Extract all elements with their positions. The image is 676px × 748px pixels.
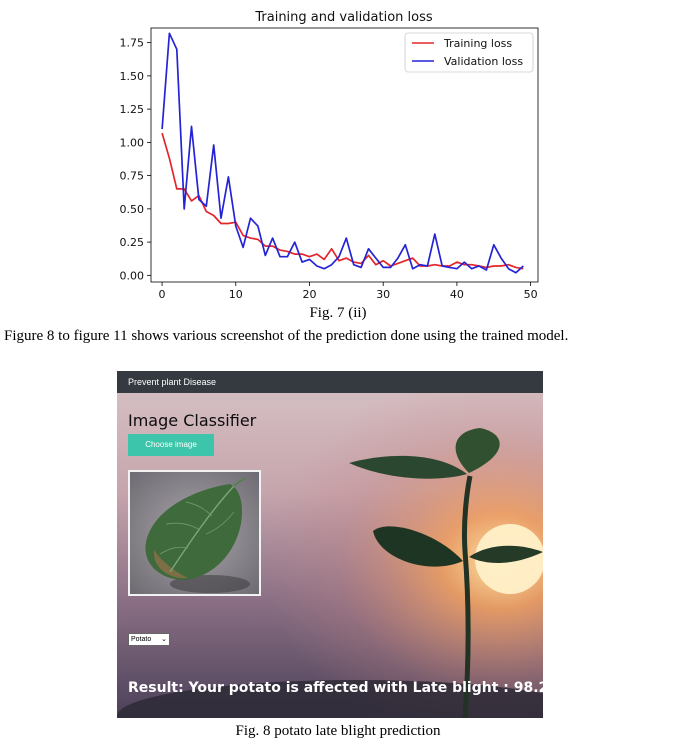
- pot-rim: [117, 680, 543, 718]
- y-tick-label: 0.25: [120, 236, 145, 249]
- x-tick-label: 10: [229, 288, 243, 301]
- potato-leaf-photo: [130, 472, 259, 594]
- x-tick-label: 30: [376, 288, 390, 301]
- legend-label-training: Training loss: [443, 37, 512, 50]
- y-tick-label: 1.00: [120, 136, 145, 149]
- prediction-result: Result: Your potato is affected with Lat…: [128, 680, 543, 696]
- loss-chart: Training and validation loss 0.00 0.25 0.5…: [120, 10, 539, 301]
- leaf-image-preview: [128, 470, 261, 596]
- x-axis: 0 10 20 30 40 50: [159, 282, 538, 301]
- crop-select[interactable]: Potato ⌄: [128, 633, 170, 646]
- y-tick-label: 0.75: [120, 170, 145, 183]
- x-tick-label: 20: [302, 288, 316, 301]
- chevron-down-icon: ⌄: [161, 636, 167, 643]
- y-tick-label: 0.00: [120, 269, 145, 282]
- y-tick-label: 1.50: [120, 70, 145, 83]
- y-tick-label: 1.25: [120, 103, 145, 116]
- plant-leaf-lower-left: [373, 526, 463, 567]
- choose-image-button[interactable]: Choose image: [128, 434, 214, 456]
- leaf-blade: [145, 484, 242, 580]
- y-axis: 0.00 0.25 0.50 0.75 1.00 1.25 1.50 1.75: [120, 37, 151, 282]
- crop-select-value: Potato: [131, 636, 152, 643]
- navbar: Prevent plant Disease: [117, 371, 543, 393]
- x-tick-label: 40: [450, 288, 464, 301]
- y-tick-label: 0.50: [120, 203, 145, 216]
- plant-leaf-top: [455, 428, 500, 473]
- plant-leaf-left: [349, 455, 467, 479]
- chart-legend: Training loss Validation loss: [404, 32, 534, 73]
- chart-lines: [161, 32, 524, 274]
- body-paragraph: Figure 8 to figure 11 shows various scre…: [4, 328, 569, 344]
- plant-stem: [461, 475, 473, 718]
- y-tick-label: 1.75: [120, 37, 145, 50]
- app-screenshot: Prevent plant Disease Image Classifier C…: [117, 371, 543, 718]
- figure-8-caption: Fig. 8 potato late blight prediction: [235, 723, 441, 739]
- figure-7-caption: Fig. 7 (ii): [309, 305, 367, 321]
- x-tick-label: 50: [524, 288, 538, 301]
- validation-loss-line: [161, 32, 524, 274]
- plant-leaf-lower-right: [469, 545, 543, 564]
- navbar-brand[interactable]: Prevent plant Disease: [128, 377, 217, 387]
- image-classifier-heading: Image Classifier: [128, 411, 257, 430]
- legend-label-validation: Validation loss: [444, 55, 523, 68]
- chart-title: Training and validation loss: [254, 10, 432, 25]
- legend-box: [404, 32, 534, 73]
- x-tick-label: 0: [159, 288, 166, 301]
